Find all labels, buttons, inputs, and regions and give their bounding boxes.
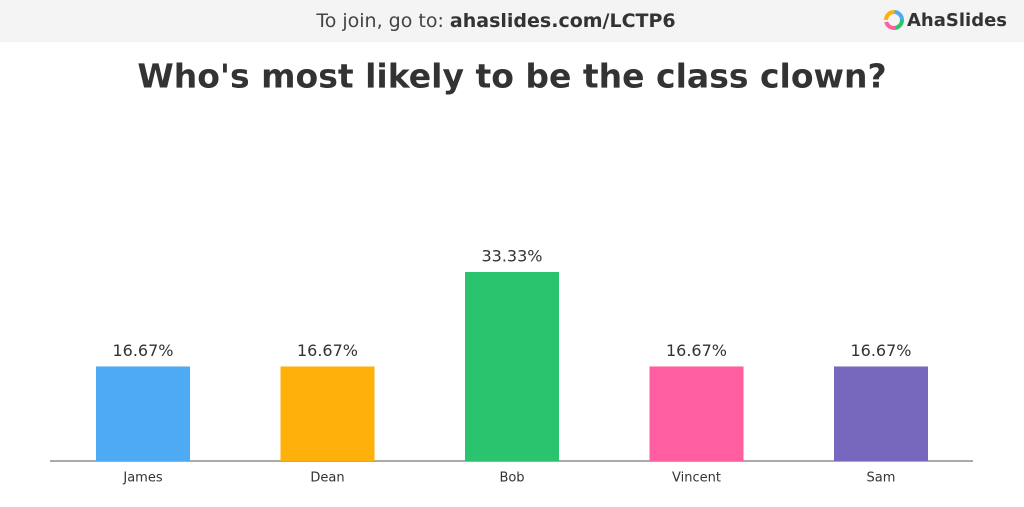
value-label: 16.67% xyxy=(112,341,173,360)
bar xyxy=(280,366,375,461)
value-label: 16.67% xyxy=(666,341,727,360)
bar xyxy=(465,272,559,461)
bar xyxy=(96,366,190,461)
join-line: To join, go to: ahaslides.com/LCTP6 xyxy=(315,10,675,32)
join-url[interactable]: ahaslides.com/LCTP6 xyxy=(450,10,676,32)
x-tick-label: James xyxy=(122,471,162,486)
value-label: 16.67% xyxy=(850,341,911,360)
bar xyxy=(834,366,928,461)
brand-logo[interactable]: AhaSlides xyxy=(884,10,1007,31)
x-tick-label: Sam xyxy=(867,471,896,486)
x-tick-label: Vincent xyxy=(672,471,721,486)
header-bar xyxy=(0,0,1024,42)
bar xyxy=(649,366,744,461)
value-label: 16.67% xyxy=(297,341,358,360)
logo-ring-pink xyxy=(884,10,904,30)
chart-title: Who's most likely to be the class clown? xyxy=(137,57,886,96)
logo-ring-blue xyxy=(884,10,904,30)
logo-ring-yellow xyxy=(884,10,904,30)
join-text: To join, go to: xyxy=(315,10,444,32)
brand-name: AhaSlides xyxy=(907,10,1007,31)
x-tick-label: Dean xyxy=(310,471,344,486)
value-label: 33.33% xyxy=(481,247,542,266)
x-tick-label: Bob xyxy=(499,471,524,486)
